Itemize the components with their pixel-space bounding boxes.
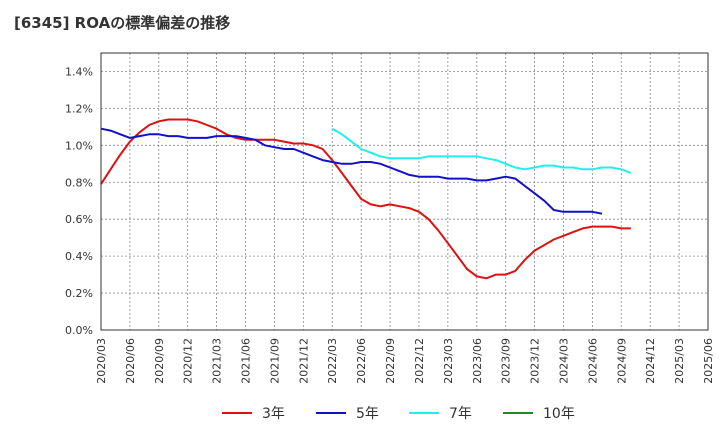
- x-tick-label: 2022/09: [384, 338, 397, 384]
- series-line-7年: [331, 127, 632, 174]
- x-tick-label: 2024/09: [615, 338, 628, 384]
- x-tick-label: 2020/06: [124, 338, 137, 384]
- legend: 3年 5年 7年 10年: [222, 406, 575, 422]
- x-tick-label: 2023/12: [529, 338, 542, 384]
- x-tick-label: 2025/06: [702, 338, 715, 384]
- y-tick-label: 1.4%: [65, 65, 93, 78]
- x-tick-label: 2022/12: [413, 338, 426, 384]
- series-line-5年: [100, 127, 603, 215]
- x-axis: 2020/03 2020/06 2020/09 2020/12 2021/03 2021/…: [95, 338, 715, 384]
- x-tick-label: 2023/09: [500, 338, 513, 384]
- legend-label: 5年: [356, 406, 379, 422]
- x-tick-label: 2024/06: [586, 338, 599, 384]
- series-line-3年: [100, 118, 631, 280]
- x-tick-label: 2025/03: [673, 338, 686, 384]
- x-tick-label: 2022/03: [326, 338, 339, 384]
- y-tick-label: 0.6%: [65, 213, 93, 226]
- y-tick-label: 0.4%: [65, 250, 93, 263]
- legend-label: 10年: [543, 406, 575, 422]
- x-tick-label: 2020/03: [95, 338, 108, 384]
- y-tick-label: 0.8%: [65, 176, 93, 189]
- plot-frame: [100, 52, 709, 331]
- y-tick-label: 0.2%: [65, 287, 93, 300]
- grid: [101, 53, 708, 330]
- x-tick-label: 2024/03: [557, 338, 570, 384]
- y-tick-label: 1.0%: [65, 139, 93, 152]
- x-tick-label: 2022/06: [355, 338, 368, 384]
- series-lines: [100, 118, 632, 280]
- x-tick-label: 2023/03: [442, 338, 455, 384]
- x-tick-label: 2020/12: [182, 338, 195, 384]
- y-axis: 0.0% 0.2% 0.4% 0.6% 0.8% 1.0% 1.2% 1.4%: [65, 65, 93, 337]
- x-tick-label: 2020/09: [153, 338, 166, 384]
- x-tick-label: 2021/09: [268, 338, 281, 384]
- legend-label: 3年: [262, 406, 285, 422]
- x-tick-label: 2021/03: [211, 338, 224, 384]
- x-tick-label: 2023/06: [471, 338, 484, 384]
- legend-label: 7年: [449, 406, 472, 422]
- y-tick-label: 0.0%: [65, 324, 93, 337]
- x-tick-label: 2024/12: [644, 338, 657, 384]
- x-tick-label: 2021/12: [297, 338, 310, 384]
- x-tick-label: 2021/06: [240, 338, 253, 384]
- y-tick-label: 1.2%: [65, 102, 93, 115]
- chart-title: [6345] ROAの標準偏差の推移: [14, 14, 231, 32]
